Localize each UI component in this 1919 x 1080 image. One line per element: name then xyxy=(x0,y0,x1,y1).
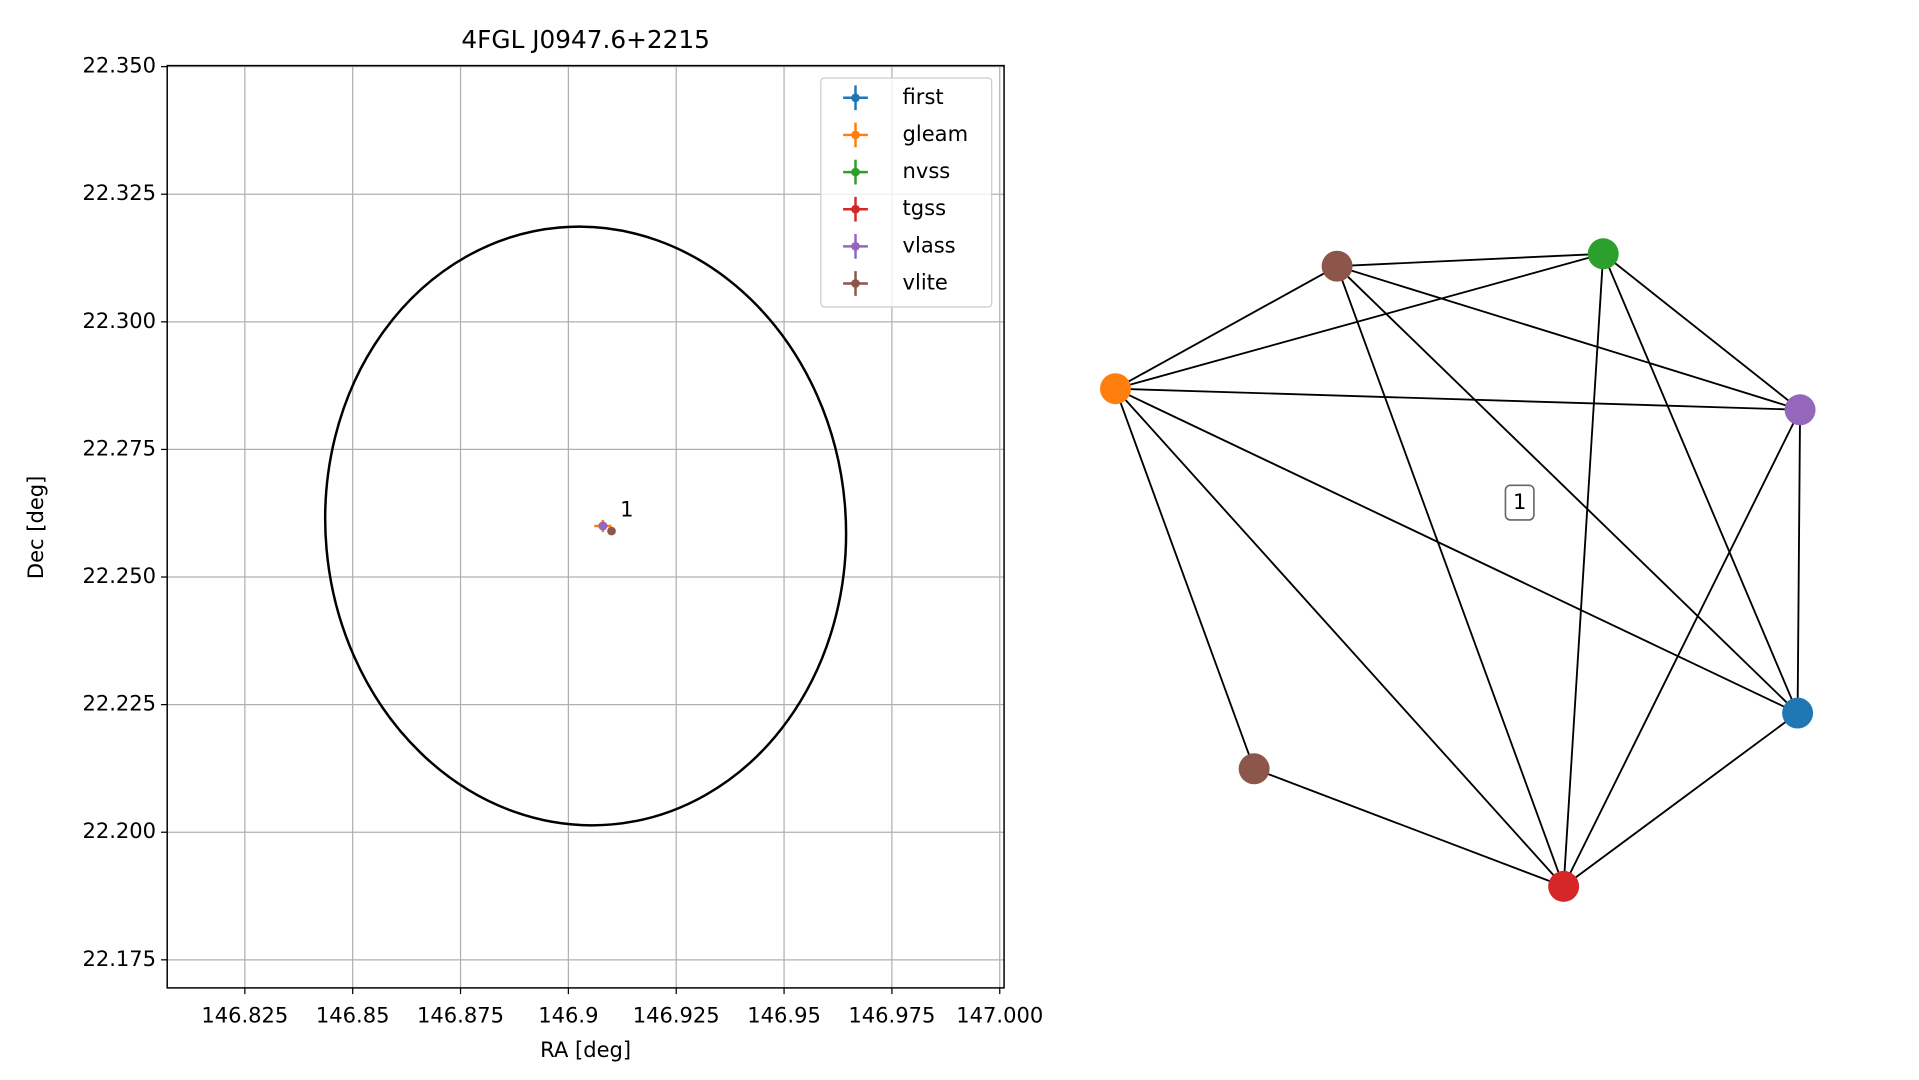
edge xyxy=(1115,265,1338,390)
error-ellipse xyxy=(323,225,848,827)
legend-label: tgss xyxy=(903,195,947,220)
legend-label: nvss xyxy=(903,158,951,183)
edge xyxy=(1253,767,1564,888)
y-tick-label: 22.225 xyxy=(82,691,156,716)
x-tick-label: 146.875 xyxy=(417,1002,504,1027)
x-tick-label: 146.9 xyxy=(538,1002,598,1027)
edge xyxy=(1336,265,1799,714)
node xyxy=(1100,373,1131,405)
legend-marker xyxy=(851,130,860,140)
label-box xyxy=(1504,484,1535,521)
y-tick-label: 22.200 xyxy=(82,818,156,843)
edge xyxy=(1115,252,1604,390)
edge xyxy=(1602,253,1801,411)
y-axis-label: Dec [deg] xyxy=(23,476,48,579)
y-tick-label: 22.275 xyxy=(82,435,156,460)
legend-label: gleam xyxy=(903,121,969,146)
legend-label: vlass xyxy=(903,232,956,257)
x-tick-label: 146.85 xyxy=(316,1002,390,1027)
x-tick-label: 147.000 xyxy=(956,1002,1043,1027)
x-tick-label: 146.975 xyxy=(848,1002,935,1027)
node xyxy=(1548,870,1580,902)
edge xyxy=(1796,409,1802,714)
legend-entry: first xyxy=(843,84,944,111)
node xyxy=(1321,250,1353,282)
y-tick-label: 22.325 xyxy=(82,180,156,205)
cluster-label: 1 xyxy=(1513,489,1526,514)
edge xyxy=(1563,712,1799,888)
x-axis-label: RA [deg] xyxy=(540,1037,631,1062)
edge xyxy=(1336,265,1801,411)
edge xyxy=(1337,252,1604,268)
edge xyxy=(1115,387,1801,411)
y-tick-label: 22.250 xyxy=(82,563,156,588)
x-tick-label: 146.825 xyxy=(201,1002,288,1027)
y-tick-label: 22.350 xyxy=(82,53,156,78)
legend-marker xyxy=(851,242,860,251)
edge xyxy=(1602,253,1799,714)
node xyxy=(1238,753,1270,785)
edge xyxy=(1336,265,1565,887)
legend-marker xyxy=(851,167,860,177)
edge xyxy=(1562,409,1801,887)
edge xyxy=(1115,387,1799,714)
node xyxy=(1587,238,1619,270)
chart-title: 4FGL J0947.6+2215 xyxy=(461,25,709,54)
legend-entry: tgss xyxy=(843,195,947,222)
y-tick-label: 22.175 xyxy=(82,946,156,971)
x-tick-label: 146.95 xyxy=(747,1002,821,1027)
annotation: 1 xyxy=(620,497,633,522)
legend-label: vlite xyxy=(903,269,948,294)
edge xyxy=(1114,388,1256,770)
legend-marker xyxy=(851,204,860,214)
legend-entry: vlite xyxy=(843,269,948,296)
legend-marker xyxy=(851,93,860,103)
edge xyxy=(1562,253,1605,887)
plot-frame xyxy=(166,64,1005,989)
y-tick-label: 22.300 xyxy=(82,308,156,333)
x-tick-label: 146.925 xyxy=(633,1002,720,1027)
edge xyxy=(1114,388,1565,888)
legend-label: first xyxy=(903,84,944,109)
legend-entry: gleam xyxy=(843,121,969,148)
point xyxy=(598,521,608,531)
point xyxy=(607,526,616,536)
node xyxy=(1784,394,1816,426)
legend-marker xyxy=(851,279,860,288)
legend-entry: nvss xyxy=(843,158,951,185)
node xyxy=(1782,697,1814,729)
legend-entry: vlass xyxy=(843,232,956,259)
